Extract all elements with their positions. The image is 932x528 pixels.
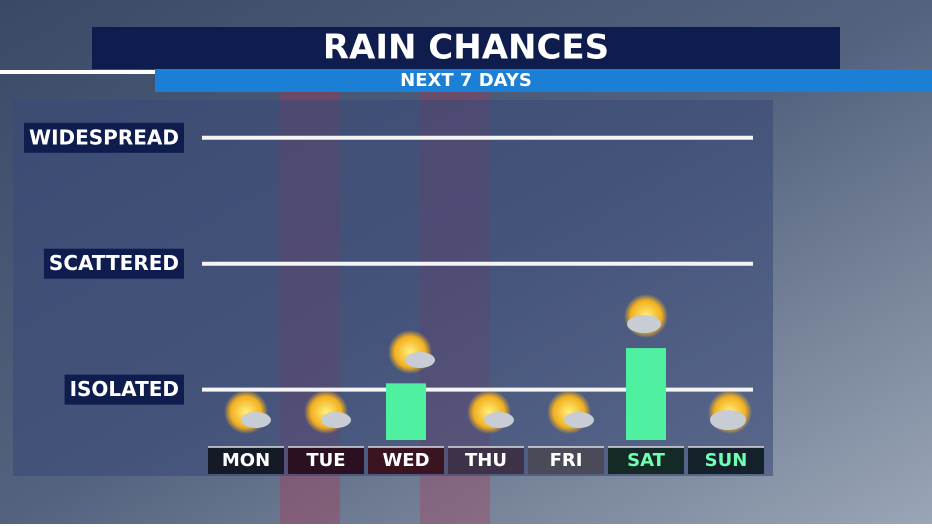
weather-icons — [224, 294, 752, 434]
y-tick-label-box — [64, 374, 184, 405]
cloud-icon — [405, 352, 435, 368]
cloud-icon — [241, 412, 271, 428]
cloud-icon — [627, 315, 661, 333]
x-tick-label-box — [368, 447, 444, 474]
chart-title: RAIN CHANCES — [323, 28, 609, 68]
x-tick-label: FRI — [550, 450, 583, 471]
x-tick-label: THU — [465, 450, 507, 471]
bar — [386, 383, 426, 440]
cloud-icon — [710, 410, 746, 430]
cloud-icon — [564, 412, 594, 428]
x-tick-label-box — [208, 447, 284, 474]
x-tick-label: WED — [382, 450, 429, 471]
y-tick-label-box — [24, 122, 184, 153]
cloud-icon — [321, 412, 351, 428]
x-tick-label-box — [448, 447, 524, 474]
x-tick-label-box — [288, 447, 364, 474]
x-tick-label: SAT — [627, 450, 665, 471]
y-tick-label-box — [43, 248, 184, 279]
x-tick-label-box — [688, 447, 764, 474]
x-tick-label: TUE — [306, 450, 345, 471]
y-tick-label: WIDESPREAD — [29, 125, 179, 149]
subtitle-bar — [155, 69, 932, 92]
x-tick-label-box — [528, 447, 604, 474]
y-tick-label: SCATTERED — [49, 251, 179, 275]
x-tick-label: MON — [222, 450, 270, 471]
title-bar — [92, 27, 840, 69]
accent-line — [0, 70, 155, 74]
x-tick-label: SUN — [705, 450, 748, 471]
y-tick-label: ISOLATED — [70, 377, 179, 401]
chart-subtitle: NEXT 7 DAYS — [400, 70, 532, 91]
cloud-icon — [484, 412, 514, 428]
bar — [626, 348, 666, 440]
x-tick-label-box — [608, 447, 684, 474]
